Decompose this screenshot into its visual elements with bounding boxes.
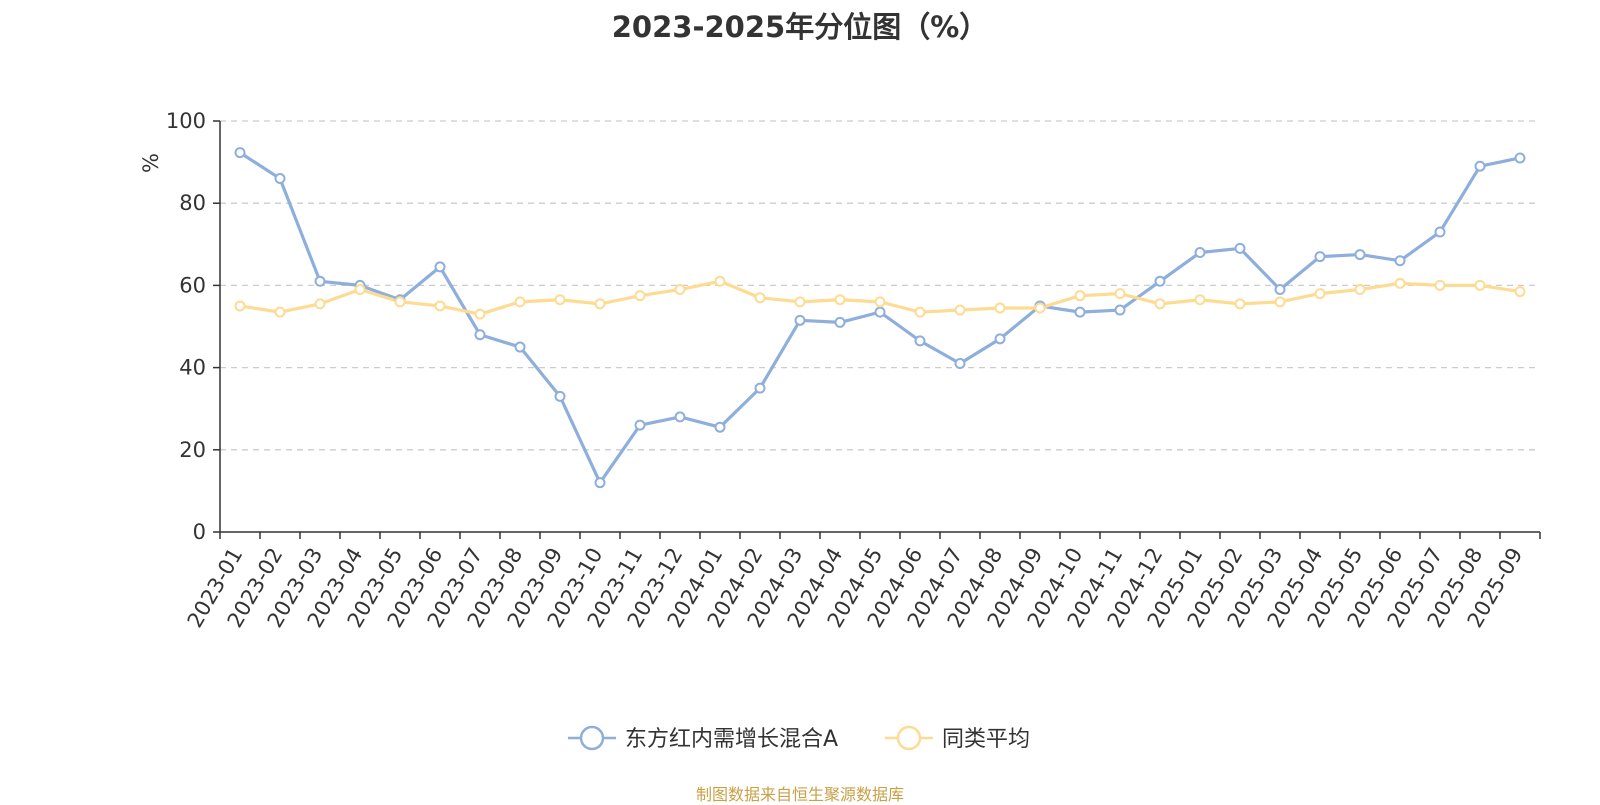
y-tick-label: 60 <box>179 273 206 297</box>
data-point[interactable] <box>1114 288 1126 300</box>
data-point[interactable] <box>1074 306 1086 318</box>
data-point[interactable] <box>1514 286 1526 298</box>
y-tick-label: 80 <box>179 191 206 215</box>
data-point[interactable] <box>1194 247 1206 259</box>
data-point[interactable] <box>1234 298 1246 310</box>
data-point[interactable] <box>1434 226 1446 238</box>
data-point[interactable] <box>594 298 606 310</box>
data-point[interactable] <box>1154 275 1166 287</box>
legend-marker <box>896 725 922 751</box>
data-point[interactable] <box>874 296 886 308</box>
data-point[interactable] <box>994 333 1006 345</box>
data-point[interactable] <box>914 335 926 347</box>
data-point[interactable] <box>314 275 326 287</box>
data-point[interactable] <box>1514 152 1526 164</box>
data-point[interactable] <box>234 300 246 312</box>
legend-label: 东方红内需增长混合A <box>625 727 838 752</box>
data-point[interactable] <box>954 304 966 316</box>
legend-label: 同类平均 <box>942 727 1030 752</box>
data-point[interactable] <box>714 275 726 287</box>
data-point[interactable] <box>594 477 606 489</box>
data-point[interactable] <box>954 357 966 369</box>
data-point[interactable] <box>434 300 446 312</box>
data-point[interactable] <box>834 316 846 328</box>
data-point[interactable] <box>474 308 486 320</box>
data-point[interactable] <box>1354 249 1366 261</box>
data-point[interactable] <box>514 341 526 353</box>
data-point[interactable] <box>1154 298 1166 310</box>
data-point[interactable] <box>634 419 646 431</box>
data-point[interactable] <box>794 314 806 326</box>
data-point[interactable] <box>474 329 486 341</box>
data-point[interactable] <box>1314 251 1326 263</box>
data-point[interactable] <box>554 294 566 306</box>
grid-lines <box>220 120 1540 451</box>
data-point[interactable] <box>1474 279 1486 291</box>
data-point[interactable] <box>1394 255 1406 267</box>
x-ticks: 2023-012023-022023-032023-042023-052023-… <box>183 544 1528 632</box>
legend-marker <box>579 725 605 751</box>
data-point[interactable] <box>794 296 806 308</box>
data-point[interactable] <box>434 261 446 273</box>
data-point[interactable] <box>1074 290 1086 302</box>
data-point[interactable] <box>274 173 286 185</box>
data-point[interactable] <box>514 296 526 308</box>
chart-title: 2023-2025年分位图（%） <box>611 10 989 44</box>
data-point[interactable] <box>914 306 926 318</box>
data-point[interactable] <box>1194 294 1206 306</box>
data-point[interactable] <box>754 292 766 304</box>
data-point[interactable] <box>554 390 566 402</box>
y-tick-label: 40 <box>179 356 206 380</box>
legend-item[interactable]: 同类平均 <box>885 725 1030 752</box>
y-ticks: 0 20 40 60 80 100 <box>166 109 206 544</box>
data-point[interactable] <box>1114 304 1126 316</box>
data-point[interactable] <box>394 296 406 308</box>
data-point[interactable] <box>1474 160 1486 172</box>
data-point[interactable] <box>754 382 766 394</box>
y-tick-label: 100 <box>166 109 206 133</box>
data-point[interactable] <box>1234 242 1246 254</box>
data-point[interactable] <box>314 298 326 310</box>
data-point[interactable] <box>674 411 686 423</box>
data-point[interactable] <box>994 302 1006 314</box>
y-tick-label: 20 <box>179 438 206 462</box>
data-point[interactable] <box>234 147 246 159</box>
data-point[interactable] <box>1034 302 1046 314</box>
data-point[interactable] <box>1314 288 1326 300</box>
series-lines <box>234 147 1526 489</box>
data-point[interactable] <box>834 294 846 306</box>
data-point[interactable] <box>1274 296 1286 308</box>
axes <box>213 120 1541 539</box>
series-line <box>239 151 1521 485</box>
data-point[interactable] <box>634 290 646 302</box>
data-point[interactable] <box>1354 284 1366 296</box>
data-point[interactable] <box>1434 279 1446 291</box>
data-point[interactable] <box>1394 277 1406 289</box>
data-point[interactable] <box>714 421 726 433</box>
data-point[interactable] <box>274 306 286 318</box>
y-axis-label: % <box>139 153 163 173</box>
data-point[interactable] <box>1274 284 1286 296</box>
source-note: 制图数据来自恒生聚源数据库 <box>695 785 904 804</box>
data-point[interactable] <box>874 306 886 318</box>
data-point[interactable] <box>674 284 686 296</box>
data-point[interactable] <box>354 284 366 296</box>
legend: 东方红内需增长混合A 同类平均 <box>568 725 1030 752</box>
y-tick-label: 0 <box>193 520 206 544</box>
legend-item[interactable]: 东方红内需增长混合A <box>568 725 838 752</box>
